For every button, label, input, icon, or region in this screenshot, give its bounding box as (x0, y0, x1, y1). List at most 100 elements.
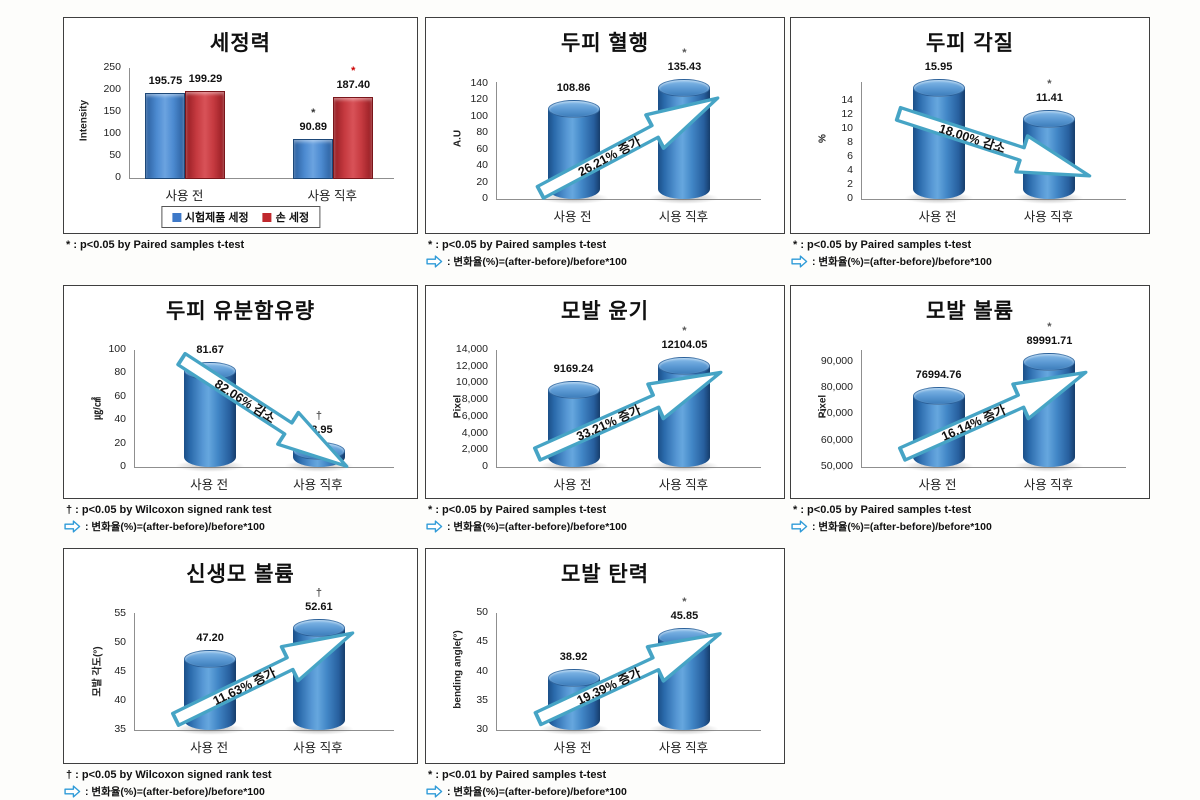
plot-area: 76994.76 89991.71 * 16.14% 증가 (861, 321, 1126, 472)
category-label: 사용 직후 (307, 189, 357, 203)
formula-arrow-icon (64, 785, 81, 798)
footnote-formula: : 변화율(%)=(after-before)/before*100 (447, 786, 627, 798)
block-arrow-icon (170, 631, 355, 728)
footnote-formula-line: : 변화율(%)=(after-before)/before*100 (426, 254, 785, 269)
category-label: 사용 전 (918, 210, 957, 224)
category-label: 사용 직후 (658, 741, 709, 755)
y-tick-label: 80 (114, 366, 126, 379)
legend-label: 손 세정 (275, 212, 310, 224)
chart-block-5: 모발 윤기 Pixel 0 2,000 4,000 6,000 8,000 10,000 12,… (425, 285, 785, 534)
significance-marker: * (682, 46, 687, 59)
formula-arrow-icon (426, 785, 443, 798)
legend-label: 시험제품 세정 (184, 212, 249, 224)
y-tick-label: 0 (482, 192, 488, 204)
significance-marker: * (682, 324, 687, 337)
category-label: 사용 직후 (658, 478, 709, 492)
cylinder-top (912, 387, 965, 406)
footnote-significance: * : p<0.05 by Paired samples t-test (66, 239, 245, 251)
y-tick-label: 100 (470, 109, 488, 122)
cylinder-bar (903, 76, 974, 204)
y-tick-label: 30 (476, 723, 488, 735)
category-label: 사용 전 (553, 741, 592, 755)
footnote-formula: : 변화율(%)=(after-before)/before*100 (812, 521, 992, 533)
cylinder-top (912, 78, 965, 97)
category-label: 사용 직후 (293, 741, 343, 755)
footnote-significance: * : p<0.05 by Paired samples t-test (428, 239, 607, 251)
chart-block-8: 모발 탄력 bending angle(°) 30 35 40 45 50 38.92 45.8… (425, 548, 785, 799)
y-tick-label: 2 (847, 178, 853, 191)
footnote-formula: : 변화율(%)=(after-before)/before*100 (85, 786, 265, 798)
block-arrow-icon (176, 352, 349, 469)
y-tick-label: 250 (103, 61, 121, 73)
y-tick-label: 6 (847, 150, 853, 163)
chart-block-3: 두피 각질% 0 2 4 6 8 10 12 14 15.95 11.41 * 18.00% 감소 사용 … (790, 17, 1150, 269)
y-tick-label: 40 (114, 694, 126, 707)
chart-title: 모발 탄력 (560, 563, 650, 586)
y-tick-label: 8 (847, 136, 853, 149)
significance-marker: † (315, 587, 322, 600)
legend: 시험제품 세정 손 세정 (160, 206, 321, 228)
y-tick-label: 45 (476, 635, 488, 648)
footnote-formula: : 변화율(%)=(after-before)/before*100 (447, 256, 627, 268)
y-tick-label: 6,000 (461, 409, 488, 422)
change-arrow: 82.06% 감소 (165, 338, 364, 489)
bar (145, 92, 186, 179)
chart-title: 두피 각질 (925, 32, 1015, 55)
y-tick-label: 14,000 (455, 343, 488, 355)
value-label: 52.61 (305, 601, 333, 614)
y-tick-label: 8,000 (461, 393, 488, 406)
value-label: 11.41 (1035, 92, 1063, 105)
y-tick-label: 50 (476, 606, 488, 618)
chart-card: 두피 각질% 0 2 4 6 8 10 12 14 15.95 11.41 * 18.00% 감소 사용 … (790, 17, 1150, 234)
block-arrow-icon (535, 96, 719, 200)
y-tick-label: 140 (470, 76, 488, 89)
legend-item: 손 세정 (262, 209, 310, 225)
significance-marker: * (311, 107, 316, 120)
footnote-significance: * : p<0.05 by Paired samples t-test (428, 504, 607, 516)
formula-arrow-icon (791, 520, 808, 533)
footnote-significance: * : p<0.01 by Paired samples t-test (428, 769, 607, 781)
y-tick-label: 12,000 (455, 359, 488, 372)
cylinder-top (184, 650, 237, 669)
value-label: 47.20 (196, 632, 224, 645)
footnote-formula-line: : 변화율(%)=(after-before)/before*100 (791, 254, 1150, 269)
category-label: 사용 직후 (1023, 478, 1074, 492)
chart-block-2: 두피 혈행 A.U 0 20 40 60 80 100 120 140 108.86 135.43 * 2… (425, 17, 785, 269)
category-label: 사용 직후 (293, 478, 343, 492)
y-tick-label: 45 (114, 665, 126, 678)
y-tick-label: 80 (476, 126, 488, 139)
chart-block-4: 두피 유분함유량 ㎍/㎠ 0 20 40 60 80 100 81.67 13.95 † 82.06%… (63, 285, 418, 534)
change-arrow: 11.63% 증가 (161, 610, 367, 742)
y-tick-label: 35 (114, 723, 126, 735)
y-tick-label: 100 (103, 127, 121, 139)
category-label: 사용 직후 (1023, 210, 1074, 224)
change-arrow: 33.21% 증가 (523, 349, 734, 477)
cylinder-top (547, 668, 600, 687)
y-tick-label: 55 (114, 607, 126, 620)
y-tick-label: 4 (847, 164, 853, 177)
chart-card: 두피 유분함유량 ㎍/㎠ 0 20 40 60 80 100 81.67 13.95 † 82.06%… (63, 285, 418, 499)
bar (293, 139, 334, 179)
y-tick-label: 100 (108, 343, 126, 355)
value-label: 89991.71 (1026, 334, 1073, 347)
formula-arrow-icon (426, 255, 443, 268)
footnote-formula-line: : 변화율(%)=(after-before)/before*100 (426, 784, 785, 799)
y-tick-label: 2,000 (461, 443, 488, 456)
y-tick-label: 60 (114, 389, 126, 402)
value-label: 187.40 (336, 78, 371, 91)
chart-card: 모발 윤기 Pixel 0 2,000 4,000 6,000 8,000 10,000 12,… (425, 285, 785, 499)
y-tick-label: 35 (476, 693, 488, 706)
plot-area: 108.86 135.43 * 26.21% 증가 (496, 47, 761, 204)
y-tick-label: 14 (841, 94, 853, 107)
y-tick-label: 40 (476, 664, 488, 677)
footnote-significance: * : p<0.05 by Paired samples t-test (793, 239, 972, 251)
footnote-formula-line: : 변화율(%)=(after-before)/before*100 (64, 519, 418, 534)
change-arrow: 19.39% 증가 (524, 611, 735, 742)
y-tick-label: 40 (114, 413, 126, 426)
chart-title: 모발 윤기 (560, 300, 650, 323)
value-label: 45.85 (670, 610, 699, 623)
block-arrow-icon (894, 106, 1091, 178)
cylinder-top (658, 78, 711, 97)
cylinder-top (1023, 352, 1076, 371)
